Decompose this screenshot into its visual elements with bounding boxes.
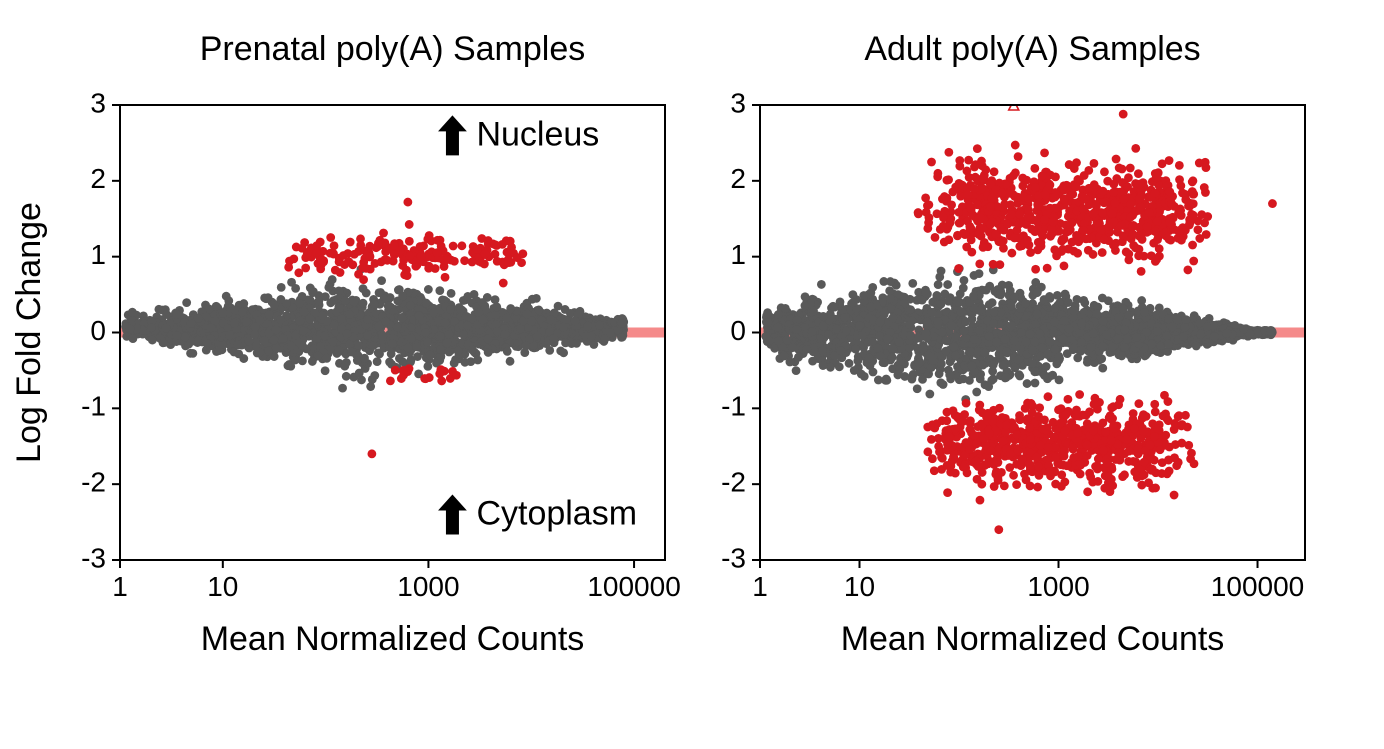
gray-points	[761, 264, 1276, 404]
ytick-label: -2	[721, 467, 746, 498]
xtick-label: 10	[844, 571, 875, 602]
xtick-label: 1000	[397, 571, 459, 602]
xtick-label: 100000	[1211, 571, 1304, 602]
chart-svg: Prenatal poly(A) Samples-3-2-10123110100…	[0, 0, 1384, 744]
ytick-label: 1	[90, 239, 106, 270]
xlabel: Mean Normalized Counts	[841, 620, 1225, 658]
xtick-label: 1	[752, 571, 768, 602]
xlabel: Mean Normalized Counts	[201, 620, 585, 658]
panel-right: Adult poly(A) Samples -3 -2 -1 0 1 2 3 1 10 1000 10…	[721, 30, 1305, 658]
annotation-label: Nucleus	[476, 115, 599, 153]
ytick-label: 3	[90, 87, 106, 118]
panel-left: Prenatal poly(A) Samples -3 -2 -1 0 1 2 3 1 10 100…	[10, 30, 681, 658]
panel-title: Adult poly(A) Samples	[864, 30, 1200, 68]
ytick-label: -1	[721, 391, 746, 422]
ytick-label: -1	[81, 391, 106, 422]
xtick-label: 10	[207, 571, 238, 602]
xtick-label: 1	[112, 571, 128, 602]
ytick-label: 0	[90, 315, 106, 346]
ytick-label: -3	[81, 542, 106, 573]
panel-title: Prenatal poly(A) Samples	[200, 30, 586, 68]
ytick-label: 0	[730, 315, 746, 346]
annotation-label: Cytoplasm	[476, 495, 637, 533]
ylabel: Log Fold Change	[10, 202, 48, 463]
xtick-label: 100000	[587, 571, 680, 602]
ytick-label: -2	[81, 467, 106, 498]
arrow-up-icon	[438, 115, 467, 155]
ytick-label: 2	[730, 163, 746, 194]
xtick-label: 1000	[1027, 571, 1089, 602]
figure: Prenatal poly(A) Samples-3-2-10123110100…	[0, 0, 1384, 744]
ytick-label: -3	[721, 542, 746, 573]
ytick-label: 2	[90, 163, 106, 194]
gray-points	[121, 265, 628, 393]
arrow-up-icon	[438, 495, 467, 535]
ytick-label: 3	[730, 87, 746, 118]
ytick-label: 1	[730, 239, 746, 270]
